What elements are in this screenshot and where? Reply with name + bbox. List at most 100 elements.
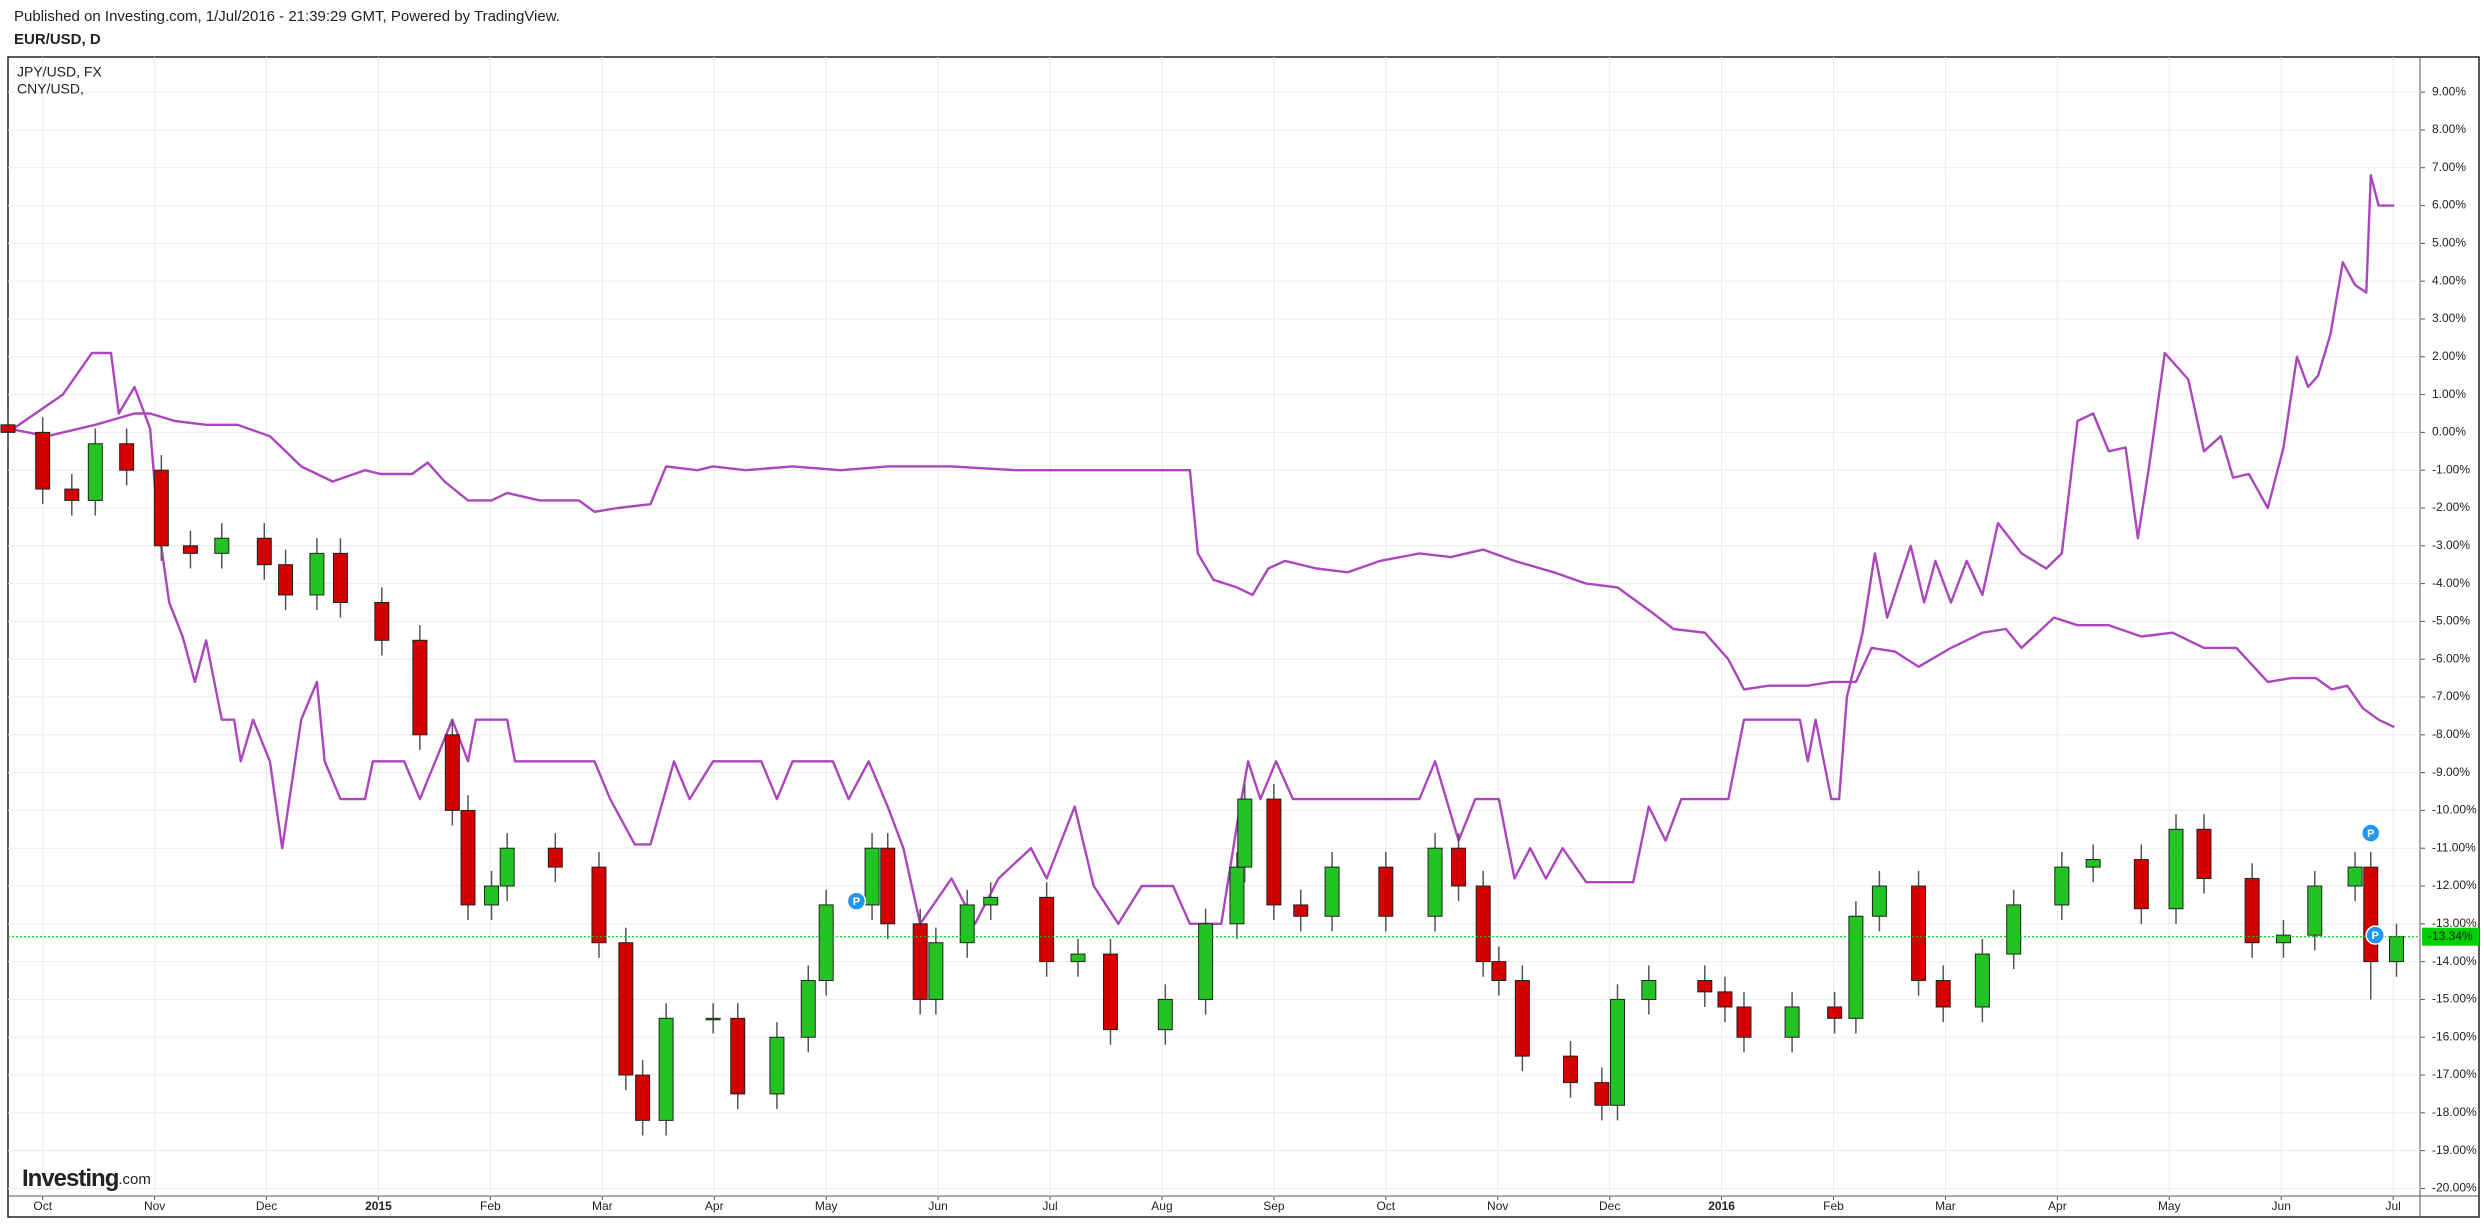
y-tick-label: -10.00% bbox=[2432, 803, 2477, 817]
candle-body bbox=[1102, 953, 1118, 1031]
candle-body bbox=[1198, 923, 1214, 1000]
candle-body bbox=[2244, 877, 2260, 944]
y-tick-label: 0.00% bbox=[2432, 425, 2466, 439]
x-tick-label: Feb bbox=[480, 1199, 501, 1213]
candle-body bbox=[2307, 885, 2323, 936]
event-marker bbox=[2361, 823, 2381, 843]
candle-body bbox=[912, 923, 928, 1000]
candle-body bbox=[256, 537, 272, 566]
y-tick-label: -11.00% bbox=[2432, 840, 2476, 854]
candle-body bbox=[1229, 866, 1245, 925]
event-label: P bbox=[2367, 828, 2374, 840]
x-tick-label: Mar bbox=[592, 1199, 613, 1213]
candle-body bbox=[1609, 998, 1625, 1106]
candle-body bbox=[309, 552, 325, 596]
candle-body bbox=[153, 469, 169, 547]
y-tick-label: -5.00% bbox=[2432, 614, 2470, 628]
y-tick-label: -17.00% bbox=[2432, 1067, 2477, 1081]
candle-body bbox=[1378, 866, 1394, 917]
candle-body bbox=[1935, 980, 1951, 1008]
candle-body bbox=[1039, 896, 1055, 963]
candle-body bbox=[658, 1017, 674, 1121]
candle-body bbox=[864, 847, 880, 906]
event-marker bbox=[846, 891, 867, 911]
y-tick-label: -6.00% bbox=[2432, 651, 2470, 665]
candle-body bbox=[2275, 934, 2291, 944]
candle-body bbox=[1736, 1006, 1752, 1038]
x-tick-label: Feb bbox=[1823, 1199, 1844, 1213]
candle-body bbox=[635, 1074, 651, 1121]
x-tick-label: 2015 bbox=[365, 1199, 392, 1213]
x-tick-label: Nov bbox=[144, 1199, 165, 1213]
line-series bbox=[7, 412, 2395, 729]
candle-body bbox=[618, 942, 634, 1076]
candle-body bbox=[444, 734, 460, 811]
candle-body bbox=[460, 809, 476, 906]
y-tick-label: -13.00% bbox=[2432, 916, 2477, 930]
candle-body bbox=[499, 847, 515, 887]
chart-frame bbox=[7, 56, 2480, 1218]
last-price-label: -13.34% bbox=[2428, 929, 2473, 943]
candle-body bbox=[928, 942, 944, 1000]
event-marker bbox=[2365, 925, 2385, 945]
candle-body bbox=[2133, 859, 2149, 910]
x-tick-label: Dec bbox=[1599, 1199, 1620, 1213]
x-tick-label: May bbox=[815, 1199, 838, 1213]
candle-body bbox=[1514, 980, 1530, 1057]
candle-body bbox=[64, 488, 80, 501]
x-tick-label: Aug bbox=[1151, 1199, 1172, 1213]
y-tick-label: 7.00% bbox=[2432, 160, 2466, 174]
y-tick-label: -14.00% bbox=[2432, 954, 2477, 968]
candle-body bbox=[87, 443, 103, 501]
y-tick-label: -12.00% bbox=[2432, 878, 2477, 892]
candle-body bbox=[1717, 991, 1733, 1008]
candle-body bbox=[1848, 915, 1864, 1019]
y-tick-label: -15.00% bbox=[2432, 992, 2477, 1006]
candle-body bbox=[769, 1036, 785, 1095]
candle-body bbox=[1974, 953, 1990, 1008]
x-tick-label: Jul bbox=[1042, 1199, 1057, 1213]
y-tick-label: 5.00% bbox=[2432, 236, 2466, 250]
candle-body bbox=[1491, 961, 1507, 982]
x-tick-label: Apr bbox=[705, 1199, 724, 1213]
x-tick-label: Dec bbox=[256, 1199, 277, 1213]
candle-body bbox=[1237, 798, 1253, 868]
y-tick-label: -16.00% bbox=[2432, 1029, 2477, 1043]
x-tick-label: Mar bbox=[1935, 1199, 1956, 1213]
x-tick-label: 2016 bbox=[1708, 1199, 1735, 1213]
plot: P P P bbox=[0, 174, 2420, 1136]
logo-suffix: .com bbox=[118, 1171, 151, 1188]
candle-body bbox=[1784, 1006, 1800, 1038]
candle-body bbox=[1070, 953, 1086, 963]
candle-body bbox=[2347, 866, 2363, 887]
candle-body bbox=[1594, 1082, 1610, 1106]
candle-body bbox=[119, 443, 135, 471]
candle-body bbox=[1475, 885, 1491, 963]
candle-body bbox=[214, 537, 230, 554]
y-tick-label: 1.00% bbox=[2432, 387, 2466, 401]
y-tick-label: 6.00% bbox=[2432, 198, 2466, 212]
grid bbox=[8, 57, 2420, 1196]
candle-body bbox=[1641, 980, 1657, 1000]
legend-entry: JPY/USD, FX bbox=[17, 64, 102, 80]
event-label: P bbox=[853, 896, 860, 908]
x-tick-label: Nov bbox=[1487, 1199, 1508, 1213]
symbol: EUR/USD, D bbox=[14, 31, 101, 48]
candle-body bbox=[1562, 1055, 1578, 1084]
y-tick-label: -1.00% bbox=[2432, 462, 2470, 476]
last-price-box bbox=[2422, 927, 2479, 946]
candle-body bbox=[374, 601, 390, 641]
candle-body bbox=[2085, 859, 2101, 868]
candle-body bbox=[1827, 1006, 1843, 1019]
y-tick-label: -2.00% bbox=[2432, 500, 2470, 514]
header: Published on Investing.com, 1/Jul/2016 -… bbox=[14, 8, 560, 25]
x-tick-label: May bbox=[2158, 1199, 2181, 1213]
x-tick-label: Jun bbox=[2272, 1199, 2291, 1213]
candle-body bbox=[1697, 980, 1713, 993]
candle-body bbox=[1157, 998, 1173, 1031]
candle-body bbox=[332, 552, 348, 603]
x-tick-label: Jun bbox=[928, 1199, 947, 1213]
candle-body bbox=[2388, 936, 2404, 963]
